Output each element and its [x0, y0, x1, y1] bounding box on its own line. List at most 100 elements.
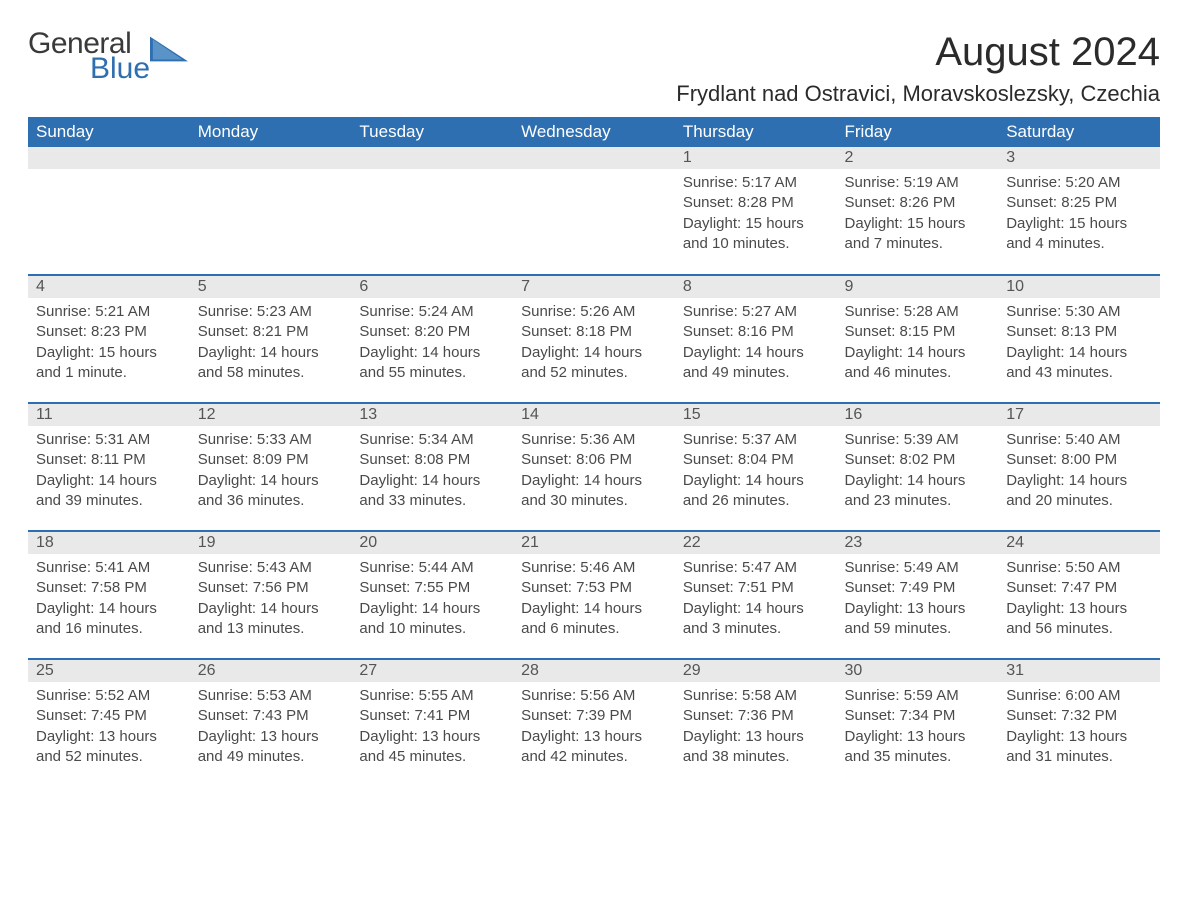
day-body: Sunrise: 5:58 AMSunset: 7:36 PMDaylight:… [675, 682, 837, 775]
day-sunrise: Sunrise: 5:33 AM [198, 430, 344, 450]
day-body: Sunrise: 5:30 AMSunset: 8:13 PMDaylight:… [998, 298, 1160, 391]
page-header: General Blue August 2024 Frydlant nad Os… [28, 30, 1160, 107]
day-sunset: Sunset: 8:18 PM [521, 322, 667, 342]
day-body: Sunrise: 5:26 AMSunset: 8:18 PMDaylight:… [513, 298, 675, 391]
day-day1: Daylight: 14 hours [359, 471, 505, 491]
day-sunset: Sunset: 7:47 PM [1006, 578, 1152, 598]
day-day2: and 49 minutes. [198, 747, 344, 767]
day-day1: Daylight: 13 hours [1006, 599, 1152, 619]
calendar-cell: 31Sunrise: 6:00 AMSunset: 7:32 PMDayligh… [998, 659, 1160, 787]
day-day1: Daylight: 14 hours [683, 599, 829, 619]
calendar-week-row: 4 Sunrise: 5:21 AMSunset: 8:23 PM Daylight… [28, 275, 1160, 403]
weekday-header-row: Sunday Monday Tuesday Wednesday Thursday… [28, 117, 1160, 147]
day-sunrise: Sunrise: 5:43 AM [198, 558, 344, 578]
day-day2: and 4 minutes. [1006, 234, 1152, 254]
day-sunset: Sunset: 7:51 PM [683, 578, 829, 598]
day-number: 6 [351, 276, 513, 298]
day-body: Sunrise: 5:34 AMSunset: 8:08 PMDaylight:… [351, 426, 513, 519]
day-number: 15 [675, 404, 837, 426]
day-sunrise: Sunrise: 5:41 AM [36, 558, 182, 578]
calendar-cell: 9Sunrise: 5:28 AMSunset: 8:15 PMDaylight… [837, 275, 999, 403]
day-sunrise: Sunrise: 5:36 AM [521, 430, 667, 450]
calendar-cell: 18Sunrise: 5:41 AMSunset: 7:58 PMDayligh… [28, 531, 190, 659]
day-body: Sunrise: 5:50 AMSunset: 7:47 PMDaylight:… [998, 554, 1160, 647]
day-sunset: Sunset: 8:20 PM [359, 322, 505, 342]
day-day2: and 42 minutes. [521, 747, 667, 767]
day-sunset: Sunset: 7:41 PM [359, 706, 505, 726]
calendar-week-row: 25Sunrise: 5:52 AMSunset: 7:45 PMDayligh… [28, 659, 1160, 787]
calendar-cell: 20Sunrise: 5:44 AMSunset: 7:55 PMDayligh… [351, 531, 513, 659]
day-number: 7 [513, 276, 675, 298]
calendar-cell: 7Sunrise: 5:26 AMSunset: 8:18 PMDaylight… [513, 275, 675, 403]
calendar-cell: 11Sunrise: 5:31 AMSunset: 8:11 PMDayligh… [28, 403, 190, 531]
day-day2: and 35 minutes. [845, 747, 991, 767]
day-sunset: Sunset: 8:09 PM [198, 450, 344, 470]
day-body [190, 169, 352, 181]
day-day2: and 26 minutes. [683, 491, 829, 511]
day-sunset: Sunset: 7:58 PM [36, 578, 182, 598]
day-body: Sunrise: 5:52 AMSunset: 7:45 PMDaylight:… [28, 682, 190, 775]
day-body [28, 169, 190, 181]
day-day1: Daylight: 15 hours [845, 214, 991, 234]
day-day1: Daylight: 14 hours [36, 599, 182, 619]
day-number: 22 [675, 532, 837, 554]
day-day2: and 39 minutes. [36, 491, 182, 511]
calendar-cell: 27Sunrise: 5:55 AMSunset: 7:41 PMDayligh… [351, 659, 513, 787]
day-sunrise: Sunrise: 5:58 AM [683, 686, 829, 706]
day-number: 10 [998, 276, 1160, 298]
day-day1: Daylight: 14 hours [198, 599, 344, 619]
day-number: 16 [837, 404, 999, 426]
weekday-header: Wednesday [513, 117, 675, 147]
day-day1: Daylight: 14 hours [198, 343, 344, 363]
day-sunset: Sunset: 8:13 PM [1006, 322, 1152, 342]
day-day1: Daylight: 14 hours [521, 599, 667, 619]
day-day2: and 10 minutes. [359, 619, 505, 639]
day-sunset: Sunset: 8:08 PM [359, 450, 505, 470]
day-sunrise: Sunrise: 5:21 AM [36, 302, 182, 322]
day-body: Sunrise: 5:36 AMSunset: 8:06 PMDaylight:… [513, 426, 675, 519]
calendar-cell: 16Sunrise: 5:39 AMSunset: 8:02 PMDayligh… [837, 403, 999, 531]
day-number: 4 [28, 276, 190, 298]
calendar-cell: 4Sunrise: 5:21 AMSunset: 8:23 PMDaylight… [28, 275, 190, 403]
calendar-cell: 13Sunrise: 5:34 AMSunset: 8:08 PMDayligh… [351, 403, 513, 531]
day-number: 23 [837, 532, 999, 554]
day-day1: Daylight: 13 hours [845, 599, 991, 619]
day-day2: and 43 minutes. [1006, 363, 1152, 383]
calendar-week-row: 11Sunrise: 5:31 AMSunset: 8:11 PMDayligh… [28, 403, 1160, 531]
day-sunrise: Sunrise: 5:46 AM [521, 558, 667, 578]
day-body [513, 169, 675, 181]
day-number: 14 [513, 404, 675, 426]
day-day1: Daylight: 13 hours [845, 727, 991, 747]
day-sunrise: Sunrise: 5:23 AM [198, 302, 344, 322]
day-day2: and 20 minutes. [1006, 491, 1152, 511]
calendar-cell: 10Sunrise: 5:30 AMSunset: 8:13 PMDayligh… [998, 275, 1160, 403]
day-day1: Daylight: 14 hours [359, 343, 505, 363]
day-day1: Daylight: 14 hours [521, 343, 667, 363]
day-number: 25 [28, 660, 190, 682]
day-day2: and 52 minutes. [36, 747, 182, 767]
day-day1: Daylight: 14 hours [359, 599, 505, 619]
day-sunset: Sunset: 8:02 PM [845, 450, 991, 470]
calendar-cell [351, 147, 513, 275]
calendar-cell: 19Sunrise: 5:43 AMSunset: 7:56 PMDayligh… [190, 531, 352, 659]
day-sunset: Sunset: 8:00 PM [1006, 450, 1152, 470]
day-number: 11 [28, 404, 190, 426]
day-day2: and 36 minutes. [198, 491, 344, 511]
day-number [513, 147, 675, 169]
day-sunset: Sunset: 8:26 PM [845, 193, 991, 213]
day-sunrise: Sunrise: 5:56 AM [521, 686, 667, 706]
day-number: 1 [675, 147, 837, 169]
day-day2: and 45 minutes. [359, 747, 505, 767]
day-sunset: Sunset: 7:32 PM [1006, 706, 1152, 726]
calendar-cell: 12Sunrise: 5:33 AMSunset: 8:09 PMDayligh… [190, 403, 352, 531]
day-sunset: Sunset: 8:25 PM [1006, 193, 1152, 213]
day-sunset: Sunset: 8:15 PM [845, 322, 991, 342]
day-number: 3 [998, 147, 1160, 169]
day-sunset: Sunset: 8:23 PM [36, 322, 182, 342]
day-body: Sunrise: 5:20 AMSunset: 8:25 PMDaylight:… [998, 169, 1160, 262]
calendar-cell: 6Sunrise: 5:24 AMSunset: 8:20 PMDaylight… [351, 275, 513, 403]
day-day1: Daylight: 14 hours [521, 471, 667, 491]
day-day2: and 3 minutes. [683, 619, 829, 639]
day-body: Sunrise: 5:39 AMSunset: 8:02 PMDaylight:… [837, 426, 999, 519]
brand-triangle-icon [150, 36, 188, 62]
